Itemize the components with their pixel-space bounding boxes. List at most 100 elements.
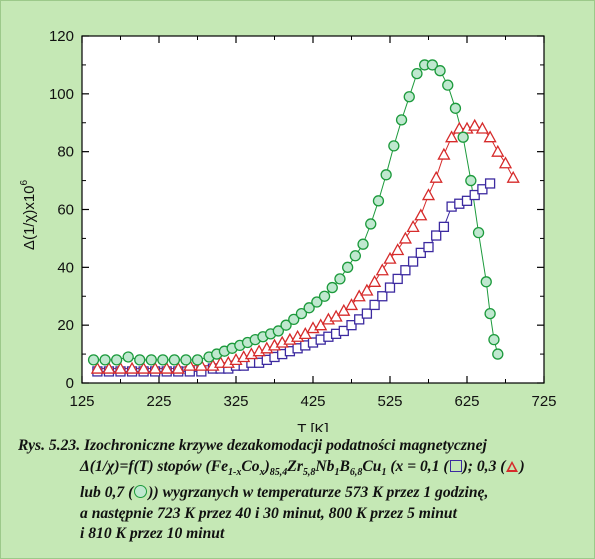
data-point-circle bbox=[191, 354, 204, 366]
data-point-triangle bbox=[125, 361, 139, 374]
data-point-circle bbox=[472, 226, 485, 239]
x-tick-label: 125 bbox=[69, 393, 94, 410]
data-point-square bbox=[423, 241, 434, 253]
data-point-square bbox=[484, 178, 496, 189]
x-tick-label: 225 bbox=[146, 393, 171, 410]
y-tick-label: 0 bbox=[66, 375, 74, 392]
y-tick-label: 40 bbox=[57, 259, 74, 276]
data-point-circle bbox=[480, 276, 492, 288]
data-point-triangle bbox=[491, 144, 505, 157]
data-point-triangle bbox=[414, 208, 428, 221]
series-layer bbox=[87, 59, 520, 377]
data-point-circle bbox=[449, 102, 462, 114]
caption-line-5: i 810 K przez 10 minut bbox=[80, 525, 225, 543]
data-point-circle bbox=[457, 131, 469, 143]
data-point-circle bbox=[492, 348, 504, 360]
data-point-circle bbox=[280, 319, 292, 331]
data-point-triangle bbox=[429, 170, 443, 183]
data-point-square bbox=[469, 189, 480, 201]
data-point-circle bbox=[484, 307, 496, 320]
data-point-square bbox=[346, 320, 357, 331]
data-point-triangle bbox=[329, 309, 343, 322]
data-point-triangle bbox=[214, 355, 228, 368]
data-point-circle bbox=[465, 174, 477, 187]
data-point-triangle bbox=[421, 188, 436, 201]
data-point-triangle bbox=[452, 121, 466, 134]
data-point-square bbox=[338, 325, 349, 337]
data-point-circle bbox=[180, 354, 192, 366]
y-tick-label: 60 bbox=[57, 202, 74, 219]
data-point-circle bbox=[87, 354, 100, 366]
data-point-triangle bbox=[383, 251, 397, 264]
x-tick-label: 325 bbox=[223, 393, 248, 410]
data-point-circle bbox=[403, 91, 415, 103]
caption-line-1: Rys. 5.23. Izochroniczne krzywe dezakomo… bbox=[18, 437, 487, 454]
y-tick-label: 20 bbox=[57, 317, 74, 334]
data-point-triangle bbox=[483, 130, 497, 143]
data-point-triangle bbox=[137, 361, 151, 374]
data-point-circle bbox=[442, 79, 454, 91]
triangle-marker-icon bbox=[506, 460, 519, 472]
data-point-square bbox=[407, 256, 419, 267]
data-point-circle bbox=[99, 354, 111, 366]
data-point-circle bbox=[388, 140, 400, 152]
data-point-circle bbox=[349, 250, 362, 262]
x-tick-label: 525 bbox=[377, 393, 402, 410]
data-point-triangle bbox=[113, 361, 128, 374]
data-point-circle bbox=[168, 354, 181, 366]
data-point-circle bbox=[326, 281, 338, 294]
data-point-triangle bbox=[160, 361, 174, 374]
data-point-triangle bbox=[498, 156, 513, 169]
data-point-circle bbox=[311, 296, 323, 308]
caption-line-3: lub 0,7 ()) wygrzanych w temperaturze 57… bbox=[80, 484, 489, 502]
data-point-circle bbox=[334, 273, 346, 285]
data-point-circle bbox=[318, 290, 331, 302]
data-point-triangle bbox=[171, 361, 185, 374]
data-point-square bbox=[431, 230, 442, 241]
caption-line-4: a następnie 723 K przez 40 i 30 minut, 8… bbox=[80, 504, 457, 522]
data-point-triangle bbox=[90, 361, 104, 374]
data-point-circle bbox=[111, 354, 123, 366]
caption-line-2: Δ(1/χ)=f(T) stopów (Fe1-xCox)85,4Zr5,8Nb… bbox=[80, 457, 525, 478]
data-point-triangle bbox=[148, 361, 162, 374]
square-marker-icon bbox=[449, 459, 462, 472]
y-tick-label: 120 bbox=[49, 28, 74, 45]
data-point-circle bbox=[395, 114, 408, 126]
y-tick-label: 100 bbox=[49, 86, 74, 103]
x-tick-label: 425 bbox=[300, 393, 325, 410]
data-point-circle bbox=[411, 67, 423, 80]
data-point-square bbox=[477, 184, 488, 195]
y-axis-label-exponent: 6 bbox=[19, 179, 30, 185]
data-point-circle bbox=[488, 333, 500, 346]
y-axis-label: Δ(1/χ)x106 bbox=[19, 179, 38, 250]
chart-canvas: 125 225 325 425 525 625 725 0 20 40 60 80 100 120 T [… bbox=[19, 28, 557, 432]
data-point-circle bbox=[157, 354, 169, 366]
data-point-circle bbox=[426, 59, 439, 71]
data-point-square bbox=[461, 195, 473, 206]
data-point-triangle bbox=[360, 283, 374, 296]
data-point-circle bbox=[288, 313, 300, 326]
data-point-square bbox=[438, 221, 450, 233]
data-point-circle bbox=[272, 325, 285, 337]
data-point-triangle bbox=[298, 326, 312, 339]
data-point-triangle bbox=[475, 121, 489, 134]
data-point-triangle bbox=[352, 289, 366, 302]
data-point-triangle bbox=[102, 361, 116, 374]
data-point-circle bbox=[357, 238, 369, 250]
data-point-triangle bbox=[391, 243, 405, 256]
data-point-square bbox=[361, 308, 373, 319]
data-point-circle bbox=[341, 261, 354, 273]
data-point-triangle bbox=[344, 298, 359, 311]
axis-ticks: 125 225 325 425 525 625 725 0 20 40 60 80 100 120 bbox=[49, 28, 557, 410]
data-point-circle bbox=[122, 351, 134, 363]
figure-caption: Rys. 5.23. Izochroniczne krzywe dezakomo… bbox=[18, 436, 586, 545]
x-tick-label: 625 bbox=[454, 393, 479, 410]
data-point-triangle bbox=[337, 303, 351, 316]
data-point-triangle bbox=[437, 147, 451, 160]
data-point-circle bbox=[303, 302, 315, 314]
data-point-triangle bbox=[368, 274, 382, 287]
data-point-square bbox=[415, 247, 426, 259]
data-point-triangle bbox=[398, 231, 412, 244]
data-point-circle bbox=[372, 195, 385, 207]
x-axis-label: T [K] bbox=[297, 421, 328, 432]
